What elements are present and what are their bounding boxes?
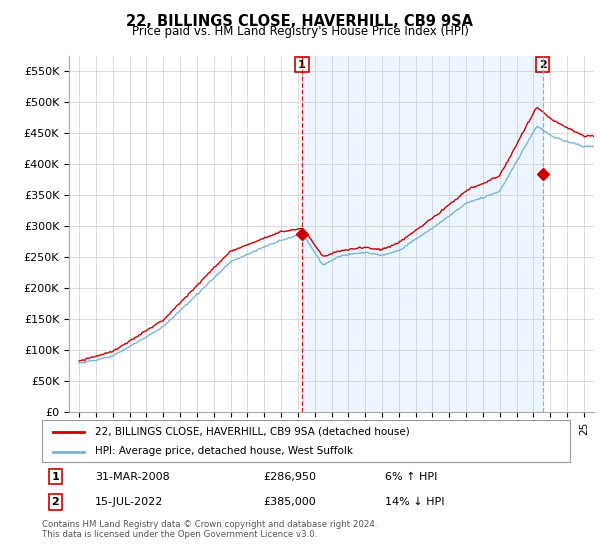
Text: £286,950: £286,950 bbox=[264, 472, 317, 482]
Text: Price paid vs. HM Land Registry's House Price Index (HPI): Price paid vs. HM Land Registry's House … bbox=[131, 25, 469, 38]
FancyBboxPatch shape bbox=[42, 420, 570, 462]
Text: HPI: Average price, detached house, West Suffolk: HPI: Average price, detached house, West… bbox=[95, 446, 353, 456]
Text: 22, BILLINGS CLOSE, HAVERHILL, CB9 9SA (detached house): 22, BILLINGS CLOSE, HAVERHILL, CB9 9SA (… bbox=[95, 427, 410, 437]
Text: 15-JUL-2022: 15-JUL-2022 bbox=[95, 497, 163, 507]
Text: 14% ↓ HPI: 14% ↓ HPI bbox=[385, 497, 445, 507]
Text: Contains HM Land Registry data © Crown copyright and database right 2024.
This d: Contains HM Land Registry data © Crown c… bbox=[42, 520, 377, 539]
Text: 1: 1 bbox=[52, 472, 59, 482]
Text: £385,000: £385,000 bbox=[264, 497, 317, 507]
Text: 2: 2 bbox=[52, 497, 59, 507]
Text: 22, BILLINGS CLOSE, HAVERHILL, CB9 9SA: 22, BILLINGS CLOSE, HAVERHILL, CB9 9SA bbox=[127, 14, 473, 29]
Text: 31-MAR-2008: 31-MAR-2008 bbox=[95, 472, 170, 482]
Text: 2: 2 bbox=[539, 59, 547, 69]
Text: 1: 1 bbox=[298, 59, 306, 69]
Bar bbox=[302, 56, 542, 412]
Text: 6% ↑ HPI: 6% ↑ HPI bbox=[385, 472, 437, 482]
